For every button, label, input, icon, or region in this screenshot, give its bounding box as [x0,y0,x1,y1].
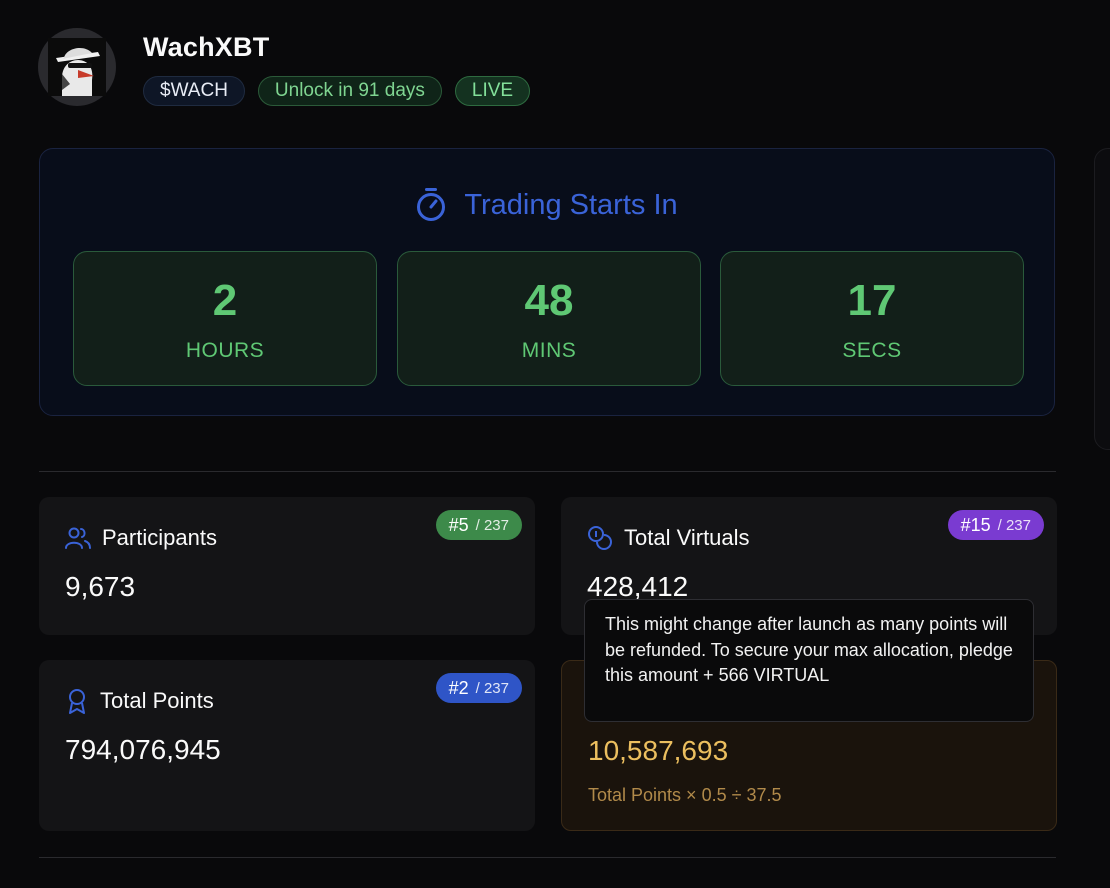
total-points-rank-badge: #2 / 237 [435,673,522,703]
total-virtuals-value: 428,412 [587,571,689,602]
participants-rank: #5 [448,514,469,535]
total-points-rank-total: / 237 [475,679,509,697]
participants-value: 9,673 [65,571,136,602]
countdown-secs: 17 SECS [720,251,1024,386]
total-points-value: 794,076,945 [65,734,221,765]
next-panel-edge [1094,148,1110,450]
countdown-title: Trading Starts In [40,187,1054,223]
secs-value: 17 [847,276,897,325]
token-name: WachXBT [143,32,270,62]
token-header: WachXBT $WACH Unlock in 91 days LIVE [38,28,531,106]
mins-value: 48 [524,276,574,325]
total-virtuals-label: Total Virtuals [624,525,750,550]
participants-label: Participants [102,525,217,550]
hours-label: HOURS [185,339,265,362]
secs-label: SECS [842,339,902,362]
token-avatar [38,28,116,106]
wach-logo-icon [48,38,106,96]
total-virtuals-rank-total: / 237 [997,516,1031,534]
users-icon [65,527,91,549]
allocation-tooltip: This might change after launch as many p… [584,599,1034,722]
countdown-mins: 48 MINS [397,251,701,386]
award-icon [69,689,85,714]
countdown-hours: 2 HOURS [73,251,377,386]
coins-icon [588,526,612,550]
mins-label: MINS [521,339,577,362]
stopwatch-icon [417,188,446,221]
participants-rank-badge: #5 / 237 [435,510,522,540]
allocation-formula: Total Points × 0.5 ÷ 37.5 [588,785,782,805]
countdown-title-text: Trading Starts In [464,188,678,221]
total-virtuals-rank: #15 [960,514,991,535]
total-points-label: Total Points [100,688,214,713]
total-points-card: Total Points 794,076,945 #2 / 237 [39,660,535,831]
participants-card: Participants 9,673 #5 / 237 [39,497,535,635]
live-status-badge: LIVE [454,76,531,106]
hours-value: 2 [212,276,238,325]
unlock-badge: Unlock in 91 days [257,76,442,106]
bottom-divider [39,857,1056,858]
divider [39,471,1056,472]
participants-rank-total: / 237 [475,516,509,534]
ticker-badge: $WACH [143,76,245,106]
total-points-rank: #2 [448,677,469,698]
allocation-value: 10,587,693 [588,735,729,766]
trading-countdown-panel: Trading Starts In 2 HOURS 48 MINS 17 SEC… [39,148,1055,416]
total-virtuals-rank-badge: #15 / 237 [947,510,1044,540]
